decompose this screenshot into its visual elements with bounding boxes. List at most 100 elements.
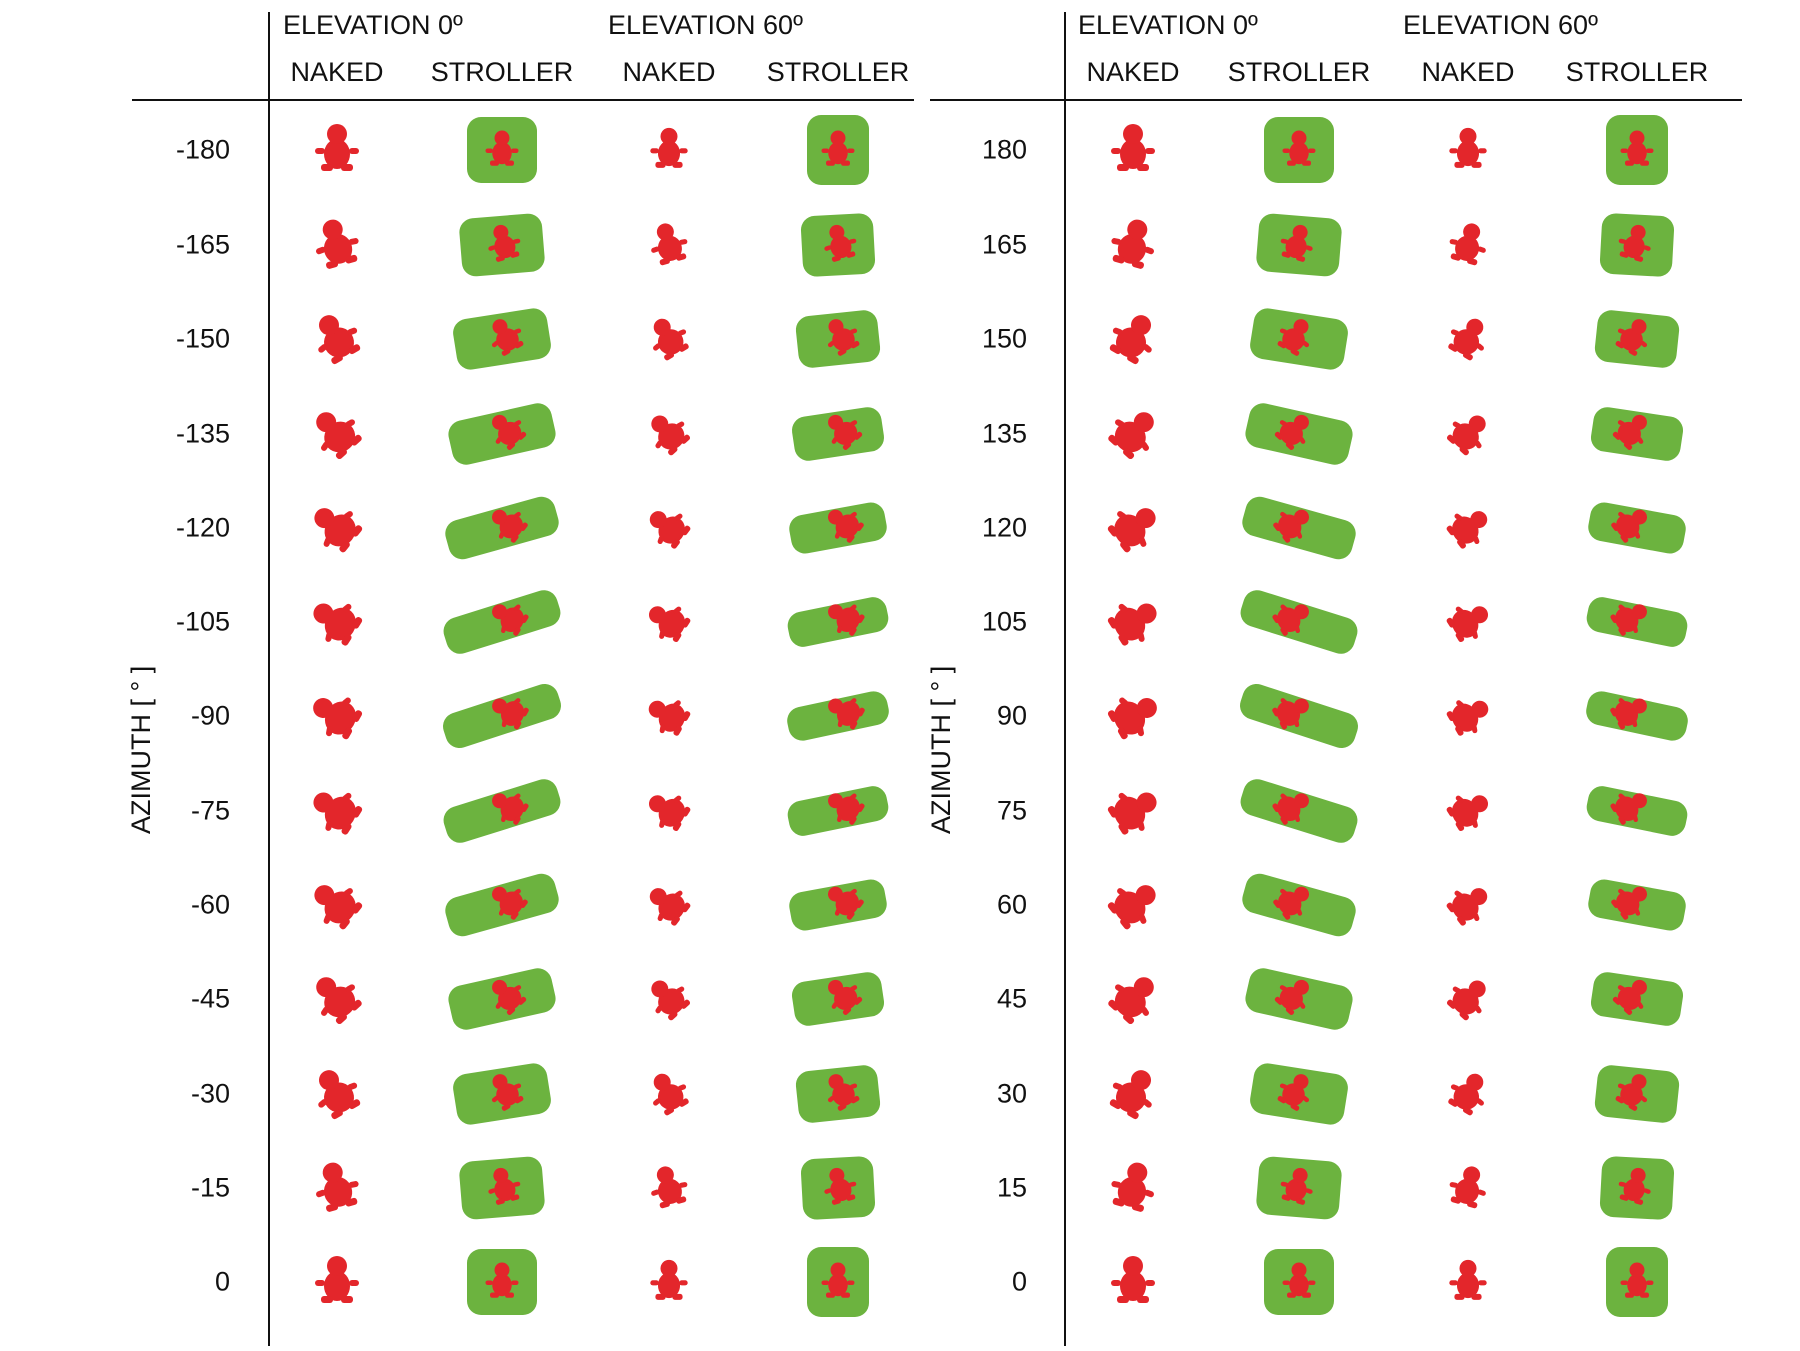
infant-arm (821, 148, 829, 153)
infant-head (1294, 886, 1310, 902)
infant-arm (1111, 1181, 1122, 1188)
infant-head (1135, 885, 1156, 906)
stroller-silhouette (1588, 502, 1686, 554)
infant-leg (1279, 720, 1288, 730)
infant-head (491, 886, 507, 902)
infant-body (1453, 1084, 1480, 1110)
condition-header-naked: NAKED (1086, 57, 1180, 87)
infant-head (1294, 509, 1310, 525)
infant-head (656, 1166, 674, 1184)
infant-leg (513, 816, 521, 825)
infant-arm (501, 625, 507, 634)
infant-leg (1137, 164, 1149, 171)
infant-arm (321, 441, 330, 451)
infant-arm (659, 724, 666, 734)
infant-silhouette (1449, 1259, 1487, 1300)
infant-arm (1140, 1006, 1149, 1016)
azimuth-label: 120 (981, 512, 1027, 543)
infant-head (492, 979, 508, 995)
infant-head (491, 509, 507, 525)
infant-leg (1290, 348, 1300, 356)
infant-leg (1109, 1099, 1122, 1110)
infant-leg (341, 1296, 353, 1303)
infant-leg (348, 344, 361, 355)
infant-arm (837, 719, 843, 728)
infant-leg (1628, 1103, 1638, 1111)
infant-arm (651, 246, 660, 253)
azimuth-label: -30 (190, 1078, 230, 1109)
infant-leg (1108, 434, 1120, 446)
infant-arm (321, 1006, 330, 1016)
infant-leg (352, 617, 363, 629)
infant-leg (1120, 917, 1131, 930)
infant-head (1293, 414, 1309, 430)
infant-head (313, 698, 334, 718)
infant-leg (1620, 534, 1629, 543)
infant-arm (1618, 1181, 1627, 1187)
infant-arm (1449, 1182, 1459, 1188)
infant-arm (651, 1189, 660, 1196)
infant-head (493, 224, 509, 240)
elevation-header: ELEVATION 0º (1078, 10, 1258, 40)
infant-silhouette (653, 1073, 689, 1116)
infant-leg (505, 160, 514, 166)
infant-leg (1623, 441, 1633, 450)
infant-head (1631, 319, 1647, 335)
infant-leg (1274, 996, 1284, 1005)
infant-leg (321, 164, 333, 171)
infant-silhouette (1111, 1256, 1155, 1303)
stroller-silhouette (1240, 590, 1358, 654)
infant-leg (664, 351, 675, 361)
infant-leg (339, 917, 350, 930)
infant-leg (1446, 902, 1456, 913)
infant-head (827, 886, 843, 902)
infant-body (1282, 328, 1305, 351)
stroller-silhouette (1586, 597, 1688, 647)
infant-leg (352, 806, 363, 818)
infant-arm (1473, 535, 1480, 545)
infant-body (492, 1273, 512, 1297)
infant-head (1293, 1074, 1309, 1090)
elevation-header: ELEVATION 60º (1403, 10, 1598, 40)
infant-arm (849, 604, 857, 611)
infant-arm (326, 726, 333, 737)
infant-arm (824, 1188, 832, 1194)
infant-arm (1617, 1083, 1626, 1090)
azimuth-label: -105 (175, 606, 230, 637)
infant-head (1632, 509, 1648, 525)
infant-arm (1280, 604, 1288, 611)
infant-body (1455, 235, 1480, 261)
infant-leg (1450, 253, 1461, 261)
header-rule-left (132, 99, 914, 101)
infant-body (324, 139, 350, 169)
infant-leg (341, 633, 352, 646)
infant-arm (1142, 344, 1152, 353)
infant-silhouette (648, 700, 691, 736)
infant-head (316, 412, 337, 433)
infant-arm (1308, 1280, 1316, 1285)
infant-arm (678, 239, 688, 245)
azimuth-label: 0 (214, 1266, 230, 1297)
infant-arm (513, 328, 522, 335)
infant-arm (348, 1181, 359, 1188)
infant-leg (680, 999, 691, 1009)
infant-arm (849, 888, 857, 896)
infant-body (1285, 1178, 1307, 1202)
infant-leg (1120, 540, 1131, 553)
infant-arm (1474, 440, 1482, 449)
infant-leg (1290, 1103, 1300, 1111)
infant-silhouette (1109, 315, 1152, 365)
infant-silhouette (1108, 977, 1154, 1025)
infant-body (324, 327, 354, 358)
azimuth-label: 45 (996, 983, 1027, 1014)
azimuth-label: -75 (190, 795, 230, 826)
infant-silhouette (318, 315, 361, 365)
infant-head (828, 414, 844, 430)
infant-leg (681, 711, 691, 722)
infant-head (492, 604, 508, 620)
infant-head (828, 604, 844, 620)
infant-leg (857, 803, 865, 813)
infant-leg (1446, 711, 1456, 722)
infant-arm (1137, 820, 1145, 831)
infant-arm (315, 148, 325, 154)
